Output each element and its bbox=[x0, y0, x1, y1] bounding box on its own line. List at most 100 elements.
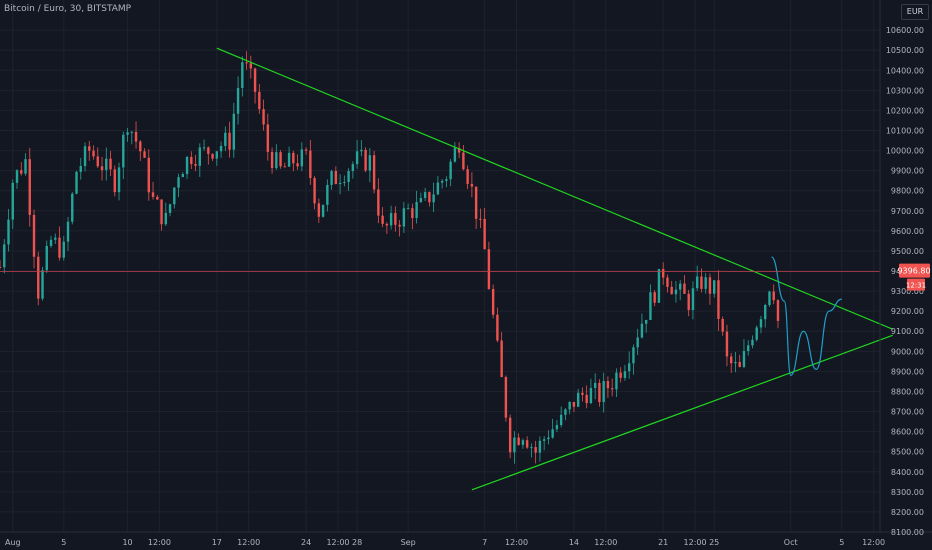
candle-body bbox=[479, 218, 482, 220]
candle-body bbox=[283, 166, 287, 168]
candle-body bbox=[738, 362, 741, 367]
candle-body bbox=[657, 269, 661, 303]
candle-body bbox=[3, 244, 6, 268]
candle-body bbox=[173, 187, 176, 205]
candle-body bbox=[483, 218, 486, 250]
candle-body bbox=[521, 440, 525, 445]
candle-body bbox=[71, 193, 74, 222]
candle-body bbox=[207, 147, 210, 154]
candle-body bbox=[623, 371, 627, 378]
time-tick-label: 5 bbox=[839, 538, 844, 547]
candle-body bbox=[105, 158, 108, 171]
candle-body bbox=[58, 237, 61, 258]
candle-body bbox=[168, 204, 172, 213]
time-tick-label: 12:00 bbox=[326, 538, 349, 547]
candle-body bbox=[287, 152, 291, 167]
candle-body bbox=[755, 327, 758, 340]
candle-body bbox=[368, 155, 372, 171]
price-tick-label: 10600.00 bbox=[886, 26, 924, 35]
candle-body bbox=[666, 277, 669, 287]
price-tick-label: 9000.00 bbox=[891, 347, 924, 356]
candle-body bbox=[49, 239, 53, 246]
candle-body bbox=[275, 152, 278, 169]
candle-body bbox=[334, 171, 338, 185]
candle-body bbox=[236, 87, 240, 114]
time-tick-label: 12:00 bbox=[505, 538, 528, 547]
price-axis[interactable]: 8100.00 8200.00 8300.00 8400.00 8500.00 8600.… bbox=[886, 26, 924, 537]
candle-body bbox=[445, 179, 448, 181]
time-tick-label: 12:00 bbox=[148, 538, 171, 547]
candle-body bbox=[474, 186, 478, 219]
candle-body bbox=[576, 392, 580, 407]
candle-body bbox=[262, 109, 265, 125]
price-tick-label: 8100.00 bbox=[891, 528, 924, 537]
candle-body bbox=[640, 323, 644, 338]
time-tick-label: 28 bbox=[352, 538, 362, 547]
candle-body bbox=[572, 402, 576, 407]
candle-body bbox=[194, 163, 197, 166]
candle-body bbox=[266, 124, 270, 152]
candle-body bbox=[747, 345, 750, 352]
candle-body bbox=[279, 152, 282, 167]
annotations bbox=[0, 47, 893, 491]
candle-body bbox=[96, 156, 99, 167]
candle-body bbox=[708, 277, 712, 294]
countdown-badge-text: 12:31 bbox=[906, 282, 926, 290]
candle-body bbox=[627, 363, 631, 372]
price-badge-bg bbox=[899, 263, 930, 278]
candle-body bbox=[126, 132, 129, 135]
candle-body bbox=[496, 314, 499, 341]
candle-body bbox=[683, 283, 686, 294]
currency-button[interactable]: EUR bbox=[901, 4, 929, 20]
candle-body bbox=[432, 194, 435, 203]
candle-body bbox=[355, 151, 359, 165]
candle-body bbox=[670, 286, 673, 295]
candle-body bbox=[181, 174, 185, 178]
grid bbox=[0, 0, 880, 533]
candle-body bbox=[487, 249, 491, 289]
price-badge-text: 9396.80 bbox=[897, 267, 930, 276]
candle-body bbox=[436, 182, 440, 195]
candle-body bbox=[321, 204, 325, 217]
candle-body bbox=[20, 170, 23, 174]
trendline-lower bbox=[471, 334, 893, 491]
candle-body bbox=[351, 164, 355, 172]
price-tick-label: 8200.00 bbox=[891, 508, 924, 517]
price-tick-label: 8500.00 bbox=[891, 448, 924, 457]
candle-body bbox=[151, 192, 155, 197]
candle-body bbox=[394, 213, 397, 225]
candle-body bbox=[653, 292, 656, 303]
candle-body bbox=[500, 340, 503, 378]
candle-body bbox=[156, 196, 159, 200]
candle-body bbox=[130, 131, 133, 133]
candle-body bbox=[462, 152, 465, 170]
projection-path bbox=[771, 256, 842, 377]
candle-body bbox=[241, 62, 244, 88]
candle-body bbox=[122, 134, 125, 168]
candle-body bbox=[649, 292, 652, 320]
candle-body bbox=[228, 132, 231, 150]
candle-body bbox=[32, 214, 36, 257]
candle-body bbox=[364, 149, 367, 171]
candle-body bbox=[470, 183, 474, 187]
price-tick-label: 9200.00 bbox=[891, 307, 924, 316]
candle-body bbox=[160, 199, 163, 225]
candle-body bbox=[66, 221, 70, 242]
time-axis[interactable]: Aug 5 10 12:00 17 12:00 24 12:00 28 Sep 7 12:00 14 12… bbox=[5, 538, 885, 547]
candle-body bbox=[317, 203, 321, 217]
price-tick-label: 8300.00 bbox=[891, 488, 924, 497]
candle-body bbox=[589, 387, 593, 404]
candle-body bbox=[296, 163, 299, 167]
candle-body bbox=[215, 151, 219, 159]
candle-body bbox=[700, 276, 703, 289]
candle-body bbox=[674, 289, 678, 295]
candle-body bbox=[253, 68, 257, 92]
candle-body bbox=[606, 381, 610, 389]
current-price-label: 9396.80 12:31 bbox=[897, 263, 931, 291]
candle-body bbox=[398, 224, 401, 227]
candle-body bbox=[92, 150, 95, 157]
candle-body bbox=[198, 147, 202, 166]
candle-body bbox=[517, 437, 520, 445]
candle-body bbox=[730, 356, 733, 364]
